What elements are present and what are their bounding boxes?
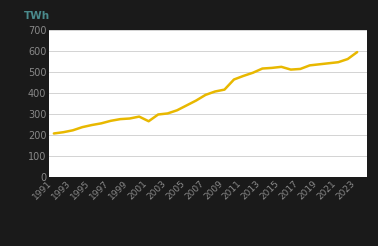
- Text: TWh: TWh: [24, 11, 50, 21]
